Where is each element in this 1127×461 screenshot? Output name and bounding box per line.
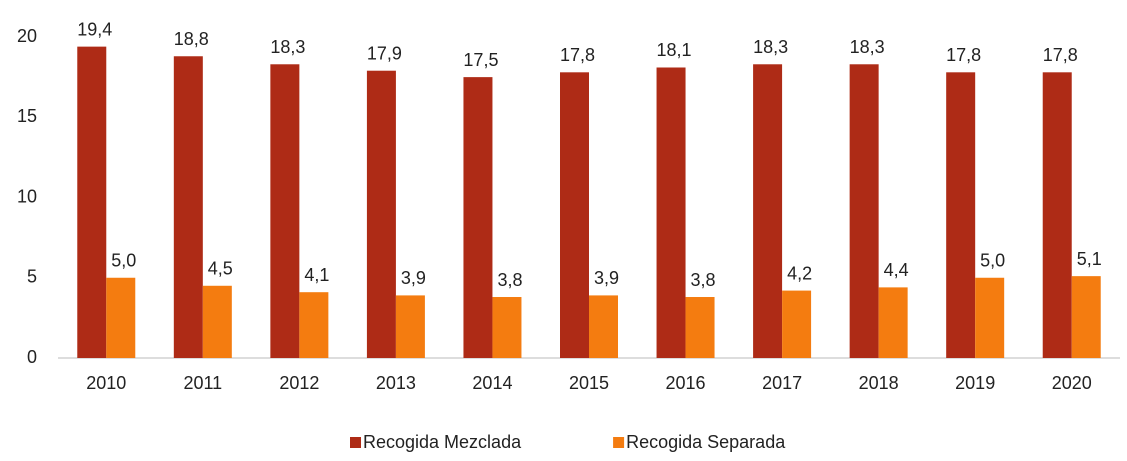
bar [299,292,329,358]
bar [270,64,300,358]
bar [685,297,715,358]
bar [946,72,976,358]
legend-label: Recogida Separada [626,432,786,452]
bar [463,77,493,358]
x-tick-label: 2015 [569,373,609,393]
x-tick-label: 2020 [1052,373,1092,393]
bar [202,285,232,358]
bar [589,295,618,358]
value-label: 19,4 [77,19,112,39]
y-tick-label: 15 [17,106,37,126]
value-label: 18,3 [270,37,305,57]
bar [173,56,203,358]
value-label: 5,0 [980,251,1005,271]
x-tick-label: 2013 [376,373,416,393]
bar [753,64,783,358]
bar [395,295,425,358]
value-label: 4,4 [884,260,909,280]
legend-label: Recogida Mezclada [363,432,522,452]
bar [656,67,686,359]
bar [1042,72,1072,358]
value-label: 18,3 [753,37,788,57]
value-label: 5,1 [1077,249,1102,269]
bar [560,72,589,358]
y-tick-label: 10 [17,186,37,206]
value-label: 4,5 [208,259,233,279]
value-label: 4,1 [304,265,329,285]
x-tick-label: 2016 [666,373,706,393]
bar [975,277,1005,358]
bar [106,277,136,358]
x-tick-label: 2011 [183,373,222,393]
value-label: 3,9 [594,268,619,288]
bar [849,64,879,358]
value-label: 17,9 [367,43,402,63]
x-tick-label: 2012 [279,373,319,393]
bar [77,46,107,358]
bar [366,70,396,358]
value-label: 3,8 [691,270,716,290]
value-label: 17,8 [946,45,981,65]
y-tick-label: 0 [27,347,37,367]
bar [782,290,812,358]
legend-swatch [350,437,361,448]
x-tick-label: 2010 [86,373,126,393]
x-tick-label: 2019 [955,373,995,393]
y-tick-label: 20 [17,26,37,46]
value-label: 4,2 [787,263,812,283]
value-label: 18,3 [850,37,885,57]
value-label: 18,1 [657,40,692,60]
x-tick-label: 2014 [472,373,512,393]
value-label: 3,9 [401,268,426,288]
value-label: 17,8 [1043,45,1078,65]
y-tick-label: 5 [27,267,37,287]
legend-swatch [613,437,625,448]
bar [1071,276,1101,358]
bar [878,287,908,358]
value-label: 17,5 [463,50,498,70]
value-label: 17,8 [560,45,595,65]
x-tick-label: 2017 [762,373,802,393]
value-label: 5,0 [111,251,136,271]
x-tick-label: 2018 [859,373,899,393]
value-label: 18,8 [174,29,209,49]
value-label: 3,8 [497,270,522,290]
bar [492,297,522,358]
